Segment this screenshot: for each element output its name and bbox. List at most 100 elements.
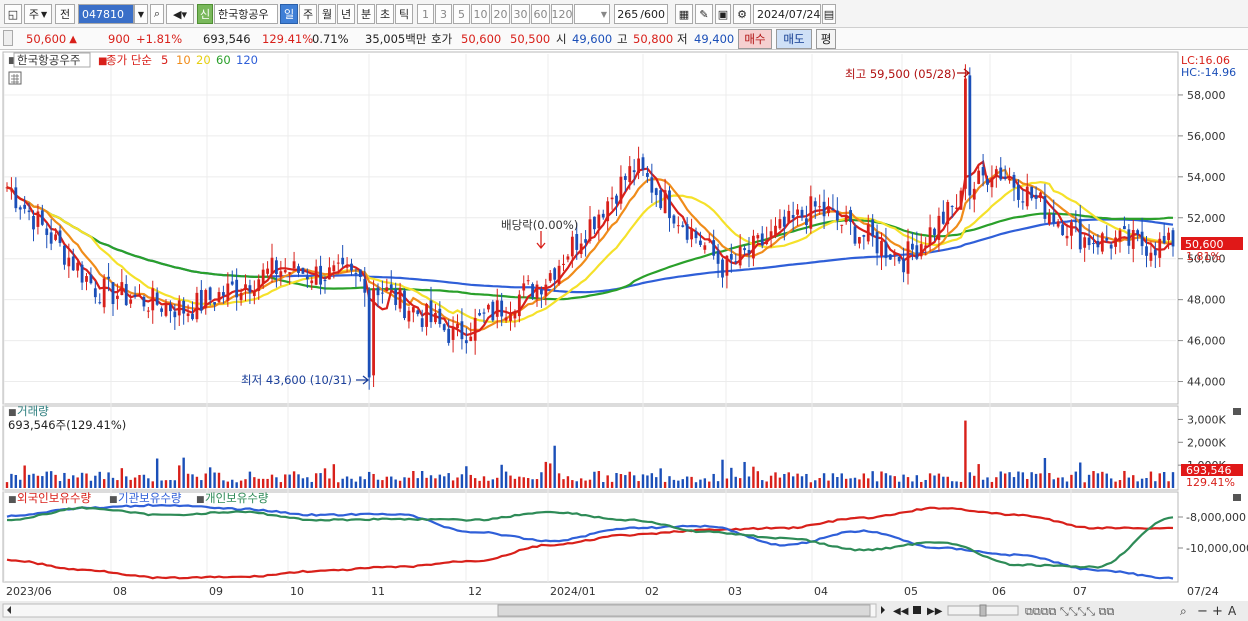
period-day-tab[interactable]: 일 <box>280 4 298 24</box>
interval-1-button[interactable]: 1 <box>417 4 434 24</box>
stock-code-input[interactable]: 047810 <box>78 4 134 24</box>
font-size-icon[interactable]: A <box>1228 604 1237 618</box>
scroll-thumb[interactable] <box>497 604 871 617</box>
window-icon[interactable]: ◱ <box>4 4 22 24</box>
volume-bar <box>129 479 132 488</box>
candle-body <box>540 289 543 295</box>
date-input[interactable]: 2024/07/24 <box>753 4 821 24</box>
interval-20-button[interactable]: 20 <box>491 4 510 24</box>
volume-bar <box>535 479 539 488</box>
chart-tool-icons[interactable]: ⧉⧉⧉⧉ ⤡⤡⤡⤡ ⧉⧉ <box>1025 605 1114 618</box>
candle-body <box>500 300 504 317</box>
search-icon[interactable]: ⌕ <box>150 4 164 24</box>
volume-bar <box>827 480 830 488</box>
interval-label: 10 <box>473 7 488 21</box>
volume-bar <box>818 478 821 488</box>
period-month-tab[interactable]: 월 <box>318 4 336 24</box>
candle-body <box>703 245 707 250</box>
volume-bar <box>540 472 543 488</box>
play-icon[interactable] <box>881 606 885 614</box>
period-minute-tab[interactable]: 분 <box>357 4 375 24</box>
zoom-out-icon[interactable]: ⌕ <box>1180 604 1187 618</box>
panel-close-icon[interactable] <box>1233 494 1241 501</box>
candle-body <box>133 294 137 297</box>
interval-30-button[interactable]: 30 <box>511 4 530 24</box>
data-table-icon[interactable] <box>8 71 22 85</box>
volume-bar <box>204 473 207 488</box>
price-tick-label: 58,000 <box>1187 89 1226 102</box>
draw-tools-icon[interactable]: ✎ <box>695 4 713 24</box>
volume-bar <box>787 472 790 488</box>
candle-body <box>297 266 300 273</box>
market-select[interactable]: 주 ▼ <box>24 4 52 24</box>
interval-3-button[interactable]: 3 <box>435 4 452 24</box>
candle-body <box>853 226 857 244</box>
stock-legend-box[interactable] <box>13 52 91 68</box>
volume-bar <box>85 473 88 488</box>
interval-60-button[interactable]: 60 <box>531 4 550 24</box>
volume-bar <box>125 476 128 488</box>
period-second-tab[interactable]: 초 <box>376 4 394 24</box>
volume-value: 693,546 <box>203 32 251 46</box>
prev-button[interactable]: 전 <box>55 4 75 24</box>
volume-bar <box>628 471 631 488</box>
legend-marker-icon: ■ <box>8 56 17 66</box>
period-tick-tab[interactable]: 틱 <box>395 4 413 24</box>
candle-body <box>10 190 13 192</box>
volume-bar <box>942 476 945 488</box>
volume-bar <box>58 481 62 488</box>
candle-body <box>425 303 428 327</box>
fast-forward-icon[interactable]: ▶▶ <box>927 606 943 617</box>
candle-body <box>345 266 349 268</box>
calendar-icon[interactable]: ▤ <box>822 4 836 24</box>
plus-icon[interactable]: + <box>1212 604 1223 619</box>
avg-label: 평 <box>820 32 832 46</box>
interval-120-button[interactable]: 120 <box>551 4 573 24</box>
save-icon[interactable]: ▣ <box>715 4 731 24</box>
rewind-icon[interactable]: ◀◀ <box>893 606 909 617</box>
arrow-right-icon <box>957 68 971 78</box>
code-dropdown-icon[interactable]: ▼ <box>134 4 148 24</box>
panel-close-icon[interactable] <box>1233 408 1241 415</box>
scroll-left-icon[interactable] <box>7 606 11 614</box>
count-input[interactable]: 265/600 <box>614 4 668 24</box>
volume-bar <box>906 477 910 488</box>
stock-name-field[interactable]: 한국항공우 <box>214 4 278 24</box>
volume-bar <box>372 473 375 488</box>
volume-bar <box>1123 470 1126 488</box>
sell-button[interactable]: 매도 <box>776 29 812 49</box>
volume-bar <box>911 481 914 488</box>
interval-10-button[interactable]: 10 <box>471 4 490 24</box>
candle-body <box>301 267 305 274</box>
volume-bar <box>306 477 309 488</box>
speaker-icon[interactable]: ◀▾ <box>166 4 194 24</box>
interval-5-button[interactable]: 5 <box>453 4 470 24</box>
candle-body <box>5 187 9 189</box>
zoom-slider-thumb[interactable] <box>979 604 987 617</box>
chart-canvas[interactable]: ■ 한국항공우주 ■ 종가 단순 5 10 20 60 120 LC:16.06… <box>0 50 1248 621</box>
candle-body <box>738 246 742 266</box>
volume-bar <box>1162 472 1166 488</box>
candle-body <box>199 289 203 311</box>
period-week-tab[interactable]: 주 <box>299 4 317 24</box>
period-year-tab[interactable]: 년 <box>337 4 355 24</box>
volume-bar <box>292 471 296 488</box>
quote-handle[interactable] <box>3 30 13 46</box>
volume-bar <box>999 471 1002 488</box>
volume-bar <box>5 482 9 488</box>
candle-body <box>1012 174 1016 188</box>
chart-area[interactable]: ■ 한국항공우주 ■ 종가 단순 5 10 20 60 120 LC:16.06… <box>0 50 1248 621</box>
avg-button[interactable]: 평 <box>816 29 836 49</box>
volume-bar <box>752 466 755 488</box>
custom-interval-input[interactable]: ▼ <box>574 4 610 24</box>
ma20-legend: 20 <box>196 53 211 67</box>
gear-icon[interactable]: ⚙ <box>733 4 751 24</box>
volume-bar <box>120 468 124 488</box>
buy-button[interactable]: 매수 <box>738 29 772 49</box>
volume-panel-frame <box>2 405 1179 491</box>
stop-icon[interactable] <box>913 606 921 614</box>
minus-icon[interactable]: − <box>1197 604 1208 619</box>
candle-body <box>146 310 150 312</box>
volume-bar <box>496 477 499 488</box>
chart-tools-icon[interactable]: ▦ <box>675 4 693 24</box>
